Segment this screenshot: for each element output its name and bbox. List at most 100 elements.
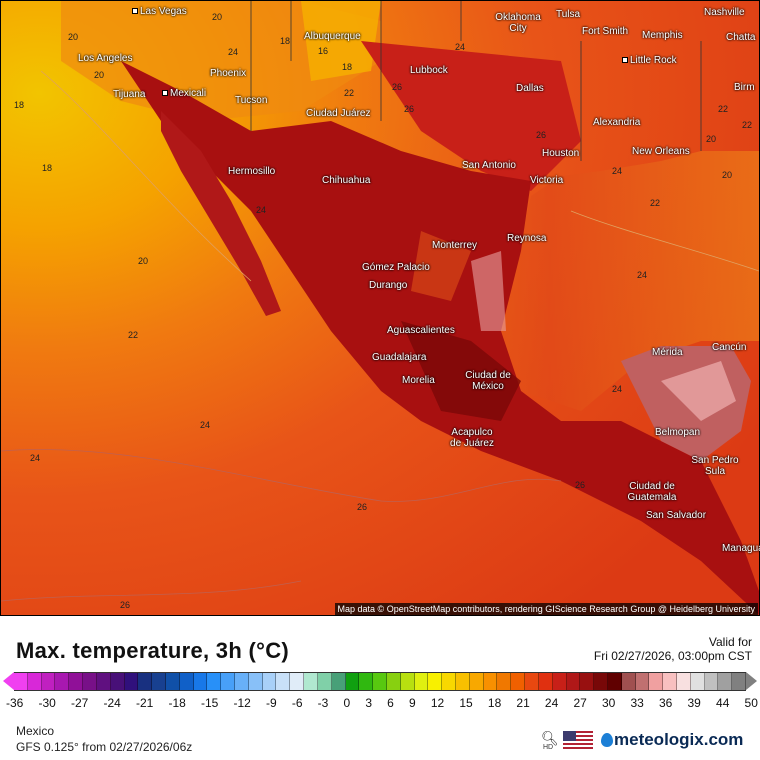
city-label: Cancún bbox=[712, 342, 747, 353]
city-label: Albuquerque bbox=[304, 31, 361, 42]
city-label: Tulsa bbox=[556, 9, 581, 20]
color-scale-swatch bbox=[456, 673, 470, 690]
color-scale-swatch bbox=[566, 673, 581, 690]
color-scale-swatch bbox=[138, 673, 153, 690]
color-scale-tick-label: -9 bbox=[266, 696, 277, 710]
city-label: Fort Smith bbox=[582, 26, 629, 37]
color-scale-swatch bbox=[663, 673, 677, 690]
isotherm-label: 24 bbox=[256, 205, 267, 215]
color-scale-swatch bbox=[69, 673, 84, 690]
city-label: Oklahoma City bbox=[495, 12, 541, 34]
isotherm-label: 20 bbox=[138, 256, 149, 266]
isotherm-label: 22 bbox=[718, 104, 729, 114]
color-scale-tick-label: 44 bbox=[716, 696, 730, 710]
color-scale-swatch bbox=[304, 673, 318, 690]
color-scale-tick-label: 21 bbox=[516, 696, 530, 710]
city-label: Little Rock bbox=[622, 55, 677, 66]
color-scale-tick-label: 9 bbox=[409, 696, 416, 710]
colorbar-high-arrow bbox=[746, 672, 757, 690]
color-scale-swatch bbox=[497, 673, 512, 690]
city-label: Managua bbox=[722, 543, 760, 554]
city-label: Victoria bbox=[530, 175, 564, 186]
hd-label: HD bbox=[543, 744, 554, 751]
color-scale-swatch bbox=[690, 673, 705, 690]
city-label: Ciudad de Guatemala bbox=[627, 481, 677, 503]
city-label: Guadalajara bbox=[372, 352, 427, 363]
isotherm-label: 26 bbox=[392, 82, 403, 92]
isotherm-label: 18 bbox=[42, 163, 53, 173]
isotherm-label: 18 bbox=[342, 62, 353, 72]
isotherm-label: 22 bbox=[742, 120, 753, 130]
color-scale-tick-label: 33 bbox=[630, 696, 644, 710]
color-scale-bar bbox=[14, 672, 747, 691]
color-scale-ticks: -36 -30 -27 -24 -21 -18 -15 -12 -9 -6 -3 0 3 6 9 12 15 18… bbox=[6, 696, 758, 710]
color-scale-swatch bbox=[262, 673, 277, 690]
city-label: Belmopan bbox=[655, 427, 701, 438]
city-label: San Pedro Sula bbox=[691, 455, 739, 477]
color-scale-tick-label: -24 bbox=[103, 696, 121, 710]
map-attribution[interactable]: Map data © OpenStreetMap contributors, r… bbox=[334, 603, 758, 615]
map-canvas bbox=[1, 1, 759, 615]
color-scale-swatch bbox=[442, 673, 456, 690]
city-label: Mérida bbox=[652, 347, 683, 358]
color-scale-swatch bbox=[635, 673, 650, 690]
color-scale-swatch bbox=[207, 673, 222, 690]
city-label: Phoenix bbox=[210, 68, 247, 79]
color-scale-tick-label: -30 bbox=[38, 696, 56, 710]
city-label: San Antonio bbox=[462, 160, 516, 171]
color-scale-swatch bbox=[55, 673, 70, 690]
color-scale-tick-label: 12 bbox=[430, 696, 445, 710]
hd-zoom-button[interactable]: 🔍︎ HD bbox=[541, 730, 559, 751]
brand-logo[interactable]: meteologix.com bbox=[598, 730, 743, 750]
city-label: Birm bbox=[734, 82, 755, 93]
isotherm-label: 16 bbox=[318, 46, 329, 56]
isotherm-label: 20 bbox=[722, 170, 733, 180]
color-scale-swatch bbox=[331, 673, 346, 690]
model-info: GFS 0.125° from 02/27/2026/06z bbox=[16, 740, 193, 754]
city-label: Chatta bbox=[726, 32, 756, 43]
color-scale-tick-label: -12 bbox=[233, 696, 251, 710]
color-scale-swatch bbox=[428, 673, 443, 690]
color-scale-tick-label: 24 bbox=[544, 696, 559, 710]
city-label: Los Angeles bbox=[78, 53, 133, 64]
isotherm-label: 22 bbox=[128, 330, 139, 340]
city-label: Hermosillo bbox=[228, 166, 276, 177]
color-scale-tick-label: -3 bbox=[317, 696, 329, 710]
color-scale-tick-label: 3 bbox=[365, 696, 373, 710]
color-scale-swatch bbox=[525, 673, 539, 690]
valid-time: Fri 02/27/2026, 03:00pm CST bbox=[593, 649, 752, 663]
color-scale-swatch bbox=[552, 673, 567, 690]
color-scale-swatch bbox=[110, 673, 125, 690]
temperature-map[interactable]: Las Vegas Albuquerque Oklahoma City Tuls… bbox=[0, 0, 760, 616]
color-scale-tick-label: -15 bbox=[201, 696, 219, 710]
color-scale-swatch bbox=[345, 673, 360, 690]
color-scale-swatch bbox=[317, 673, 332, 690]
color-scale-swatch bbox=[235, 673, 249, 690]
isotherm-label: 26 bbox=[120, 600, 131, 610]
color-scale-swatch bbox=[414, 673, 429, 690]
color-scale-swatch bbox=[41, 673, 56, 690]
color-scale-tick-label: 15 bbox=[459, 696, 473, 710]
isotherm-label: 24 bbox=[637, 270, 648, 280]
isotherm-label: 20 bbox=[68, 32, 79, 42]
city-label: Nashville bbox=[704, 7, 745, 18]
isotherm-label: 22 bbox=[650, 198, 661, 208]
color-scale-tick-label: 27 bbox=[573, 696, 587, 710]
color-scale-swatch bbox=[621, 673, 636, 690]
isotherm-label: 18 bbox=[14, 100, 25, 110]
city-label: Durango bbox=[369, 280, 408, 291]
color-scale-swatch bbox=[248, 673, 263, 690]
color-scale-swatch bbox=[649, 673, 664, 690]
city-label: Ciudad Juárez bbox=[306, 108, 371, 119]
city-label: Ciudad de México bbox=[465, 370, 511, 392]
city-label: Chihuahua bbox=[322, 175, 371, 186]
city-label: Memphis bbox=[642, 30, 683, 41]
city-label: Tijuana bbox=[113, 89, 146, 100]
city-label: Monterrey bbox=[432, 240, 478, 251]
isotherm-label: 26 bbox=[404, 104, 415, 114]
meteologix-logo-icon bbox=[601, 733, 613, 747]
color-scale-swatch bbox=[400, 673, 415, 690]
us-flag-icon[interactable] bbox=[563, 731, 593, 751]
city-label: Lubbock bbox=[410, 65, 448, 76]
color-scale-swatch bbox=[179, 673, 194, 690]
